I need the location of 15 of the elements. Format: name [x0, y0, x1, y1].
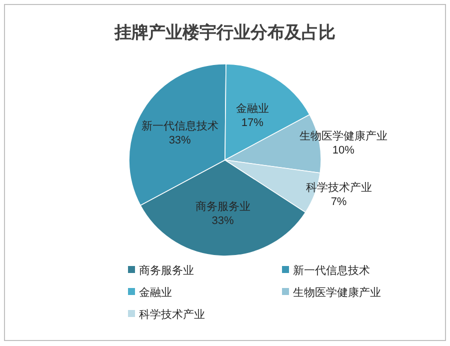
legend-label: 生物医学健康产业 [293, 286, 381, 299]
data-label: 7% [330, 196, 347, 208]
slice-label: 金融业 [236, 102, 269, 115]
legend-label: 商务服务业 [139, 264, 194, 277]
slice-label: 科学技术产业 [306, 181, 372, 194]
legend-label: 金融业 [139, 286, 172, 299]
legend-label: 新一代信息技术 [293, 264, 370, 277]
data-label: 33% [212, 214, 234, 227]
data-label: 33% [168, 134, 192, 147]
data-label: 17% [241, 116, 264, 129]
slice-label: 商务服务业 [195, 200, 250, 213]
legend-label: 科学技术产业 [139, 308, 205, 321]
data-label: 10% [332, 144, 355, 157]
slice-label: 新一代信息技术 [141, 120, 218, 133]
chart-title: 挂牌产业楼宇行业分布及占比 [114, 23, 336, 42]
